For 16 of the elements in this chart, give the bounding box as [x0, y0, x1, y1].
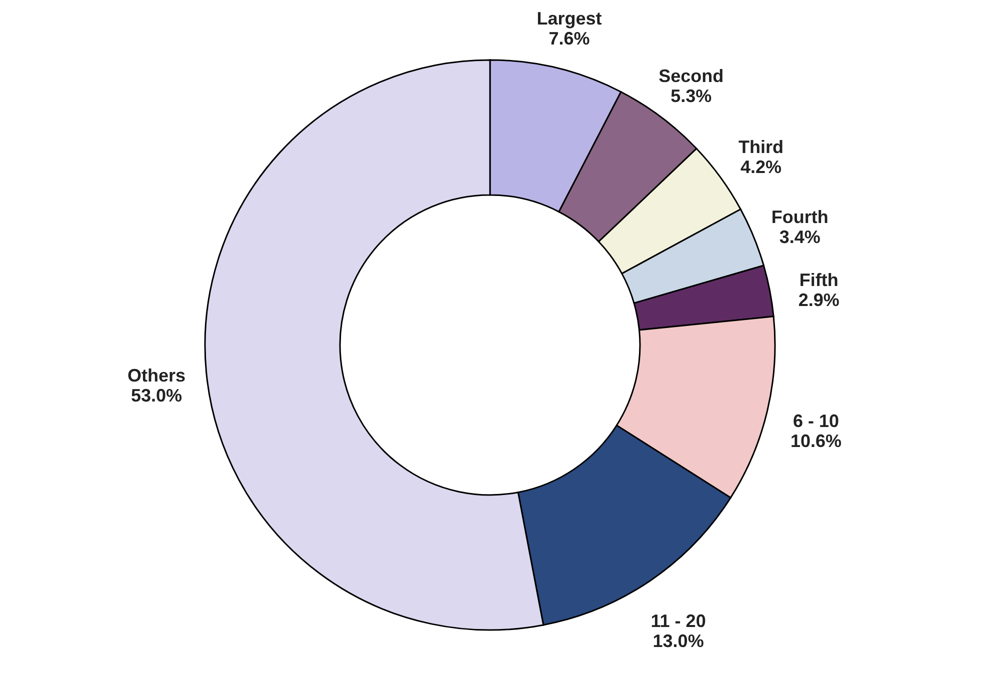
data-label: 2.9% [798, 290, 840, 310]
slice-label: Others [127, 366, 186, 386]
data-label: 13.0% [652, 631, 704, 652]
data-label: 53.0% [130, 386, 182, 406]
slice-label: Third [738, 137, 784, 158]
slice-label: 11 - 20 [650, 611, 706, 632]
data-label: 3.4% [779, 226, 820, 247]
data-label: 7.6% [548, 28, 590, 49]
slice-label: Fourth [771, 206, 828, 227]
data-label: 4.2% [740, 157, 782, 178]
slice-label: Second [658, 66, 724, 86]
data-label: 10.6% [790, 431, 842, 452]
data-label: 5.3% [670, 86, 712, 106]
slice-label: Fifth [799, 270, 838, 290]
slice-label: 6 - 10 [792, 411, 840, 432]
slice-label: Largest [536, 8, 602, 29]
